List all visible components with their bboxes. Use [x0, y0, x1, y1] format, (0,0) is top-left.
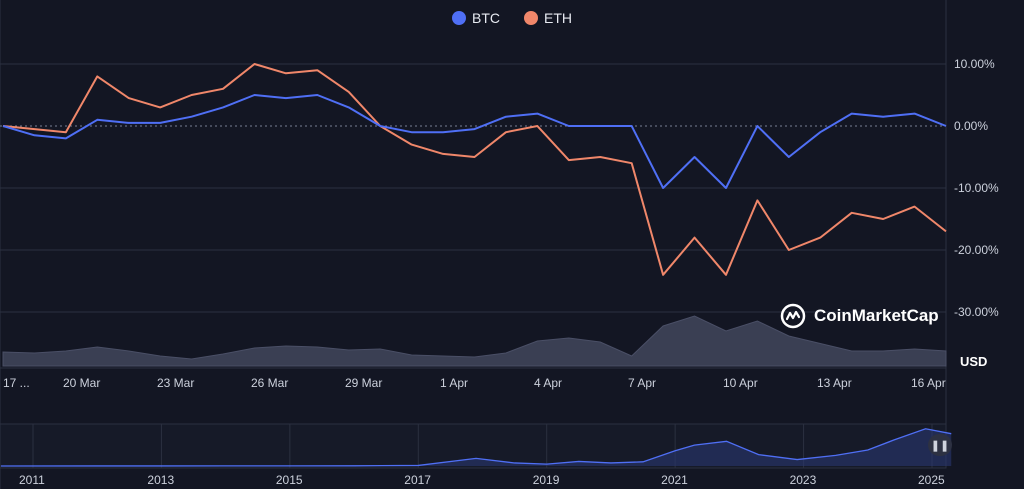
- series-line-eth: [2, 63, 947, 276]
- x-axis-labels: 17 ... 20 Mar 23 Mar 26 Mar 29 Mar 1 Apr 4 Apr…: [3, 376, 946, 390]
- overview-year-label: 2013: [147, 473, 174, 487]
- volume-unit-label: USD: [960, 354, 987, 369]
- overview-line: [0, 428, 952, 467]
- x-tick-label: 1 Apr: [440, 376, 468, 390]
- x-tick-label: 4 Apr: [534, 376, 562, 390]
- overview-year-label: 2011: [19, 473, 45, 487]
- overview-navigator[interactable]: 2011 2013 2015 2017 2019 2021 2023 2025: [0, 423, 952, 487]
- x-tick-label: 26 Mar: [251, 376, 288, 390]
- x-tick-label: 23 Mar: [157, 376, 194, 390]
- x-tick-label: 13 Apr: [817, 376, 852, 390]
- x-tick-label: 10 Apr: [723, 376, 758, 390]
- x-tick-label: 20 Mar: [63, 376, 100, 390]
- x-tick-label: 16 Apr: [911, 376, 946, 390]
- pause-button[interactable]: ❚❚: [928, 434, 952, 456]
- y-axis-labels: 10.00% 0.00% -10.00% -20.00% -30.00%: [954, 57, 999, 319]
- y-tick-label: -30.00%: [954, 305, 999, 319]
- legend: BTC ETH: [0, 10, 1024, 26]
- overview-year-label: 2021: [661, 473, 688, 487]
- volume-area: [2, 315, 947, 367]
- eth-dot-icon: [524, 11, 538, 25]
- x-tick-label: 17 ...: [3, 376, 30, 390]
- coinmarketcap-logo-icon: [780, 303, 806, 329]
- y-tick-label: 0.00%: [954, 119, 988, 133]
- brand-watermark: CoinMarketCap: [780, 303, 939, 329]
- x-tick-label: 7 Apr: [628, 376, 656, 390]
- overview-year-label: 2023: [790, 473, 817, 487]
- legend-item-btc[interactable]: BTC: [452, 10, 500, 26]
- y-tick-label: -10.00%: [954, 181, 999, 195]
- legend-eth-label: ETH: [544, 10, 572, 26]
- series-lines: [2, 63, 947, 276]
- series-line-btc: [2, 94, 947, 189]
- legend-btc-label: BTC: [472, 10, 500, 26]
- volume-area-path: [2, 315, 947, 367]
- y-tick-label: 10.00%: [954, 57, 995, 71]
- overview-year-label: 2015: [276, 473, 303, 487]
- pause-icon: ❚❚: [930, 439, 950, 452]
- brand-name: CoinMarketCap: [814, 306, 939, 325]
- overview-year-label: 2019: [533, 473, 560, 487]
- btc-dot-icon: [452, 11, 466, 25]
- x-tick-label: 29 Mar: [345, 376, 382, 390]
- y-tick-label: -20.00%: [954, 243, 999, 257]
- overview-year-label: 2025: [918, 473, 945, 487]
- overview-area: [0, 428, 952, 466]
- overview-year-label: 2017: [404, 473, 431, 487]
- legend-item-eth[interactable]: ETH: [524, 10, 572, 26]
